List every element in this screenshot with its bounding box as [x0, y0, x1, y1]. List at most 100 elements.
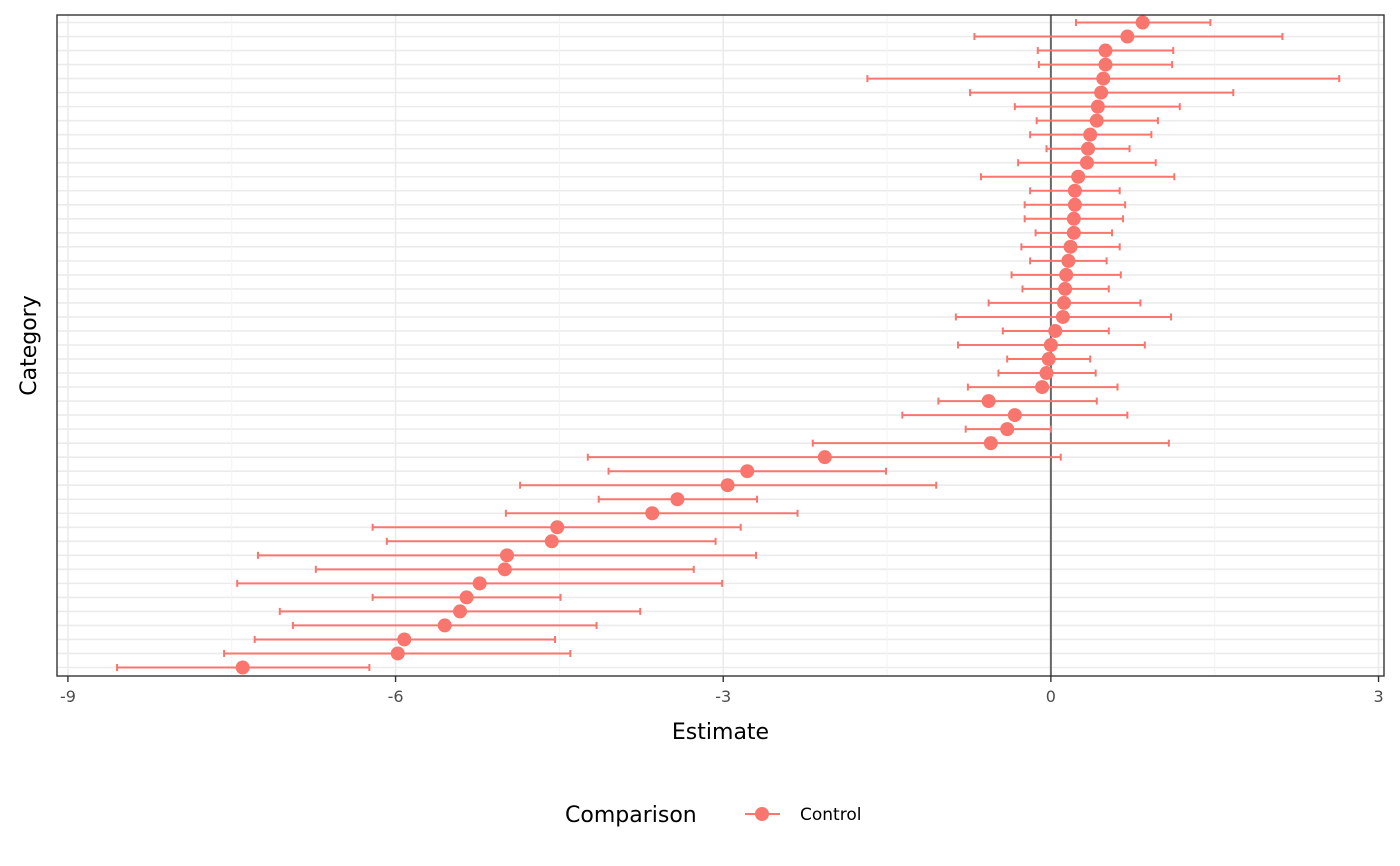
estimate-point: [1059, 267, 1074, 282]
data-row: [1075, 15, 1212, 30]
estimate-point: [459, 590, 474, 605]
data-row: [979, 169, 1176, 184]
data-row: [253, 632, 557, 647]
data-row: [1029, 183, 1121, 198]
data-row: [236, 576, 724, 591]
legend: Comparison Control: [565, 803, 861, 828]
data-row: [937, 394, 1098, 409]
estimate-point: [670, 492, 685, 507]
estimate-point: [1071, 169, 1086, 184]
estimate-point: [1048, 323, 1063, 338]
data-row: [987, 295, 1142, 310]
data-row: [866, 71, 1341, 86]
plot-panel-border: [56, 14, 1385, 677]
estimate-point: [1007, 408, 1022, 423]
data-row: [1013, 99, 1181, 114]
estimate-point: [983, 436, 998, 451]
estimate-point: [1094, 85, 1109, 100]
estimate-point: [1035, 380, 1050, 395]
data-row: [223, 646, 572, 661]
estimate-point: [1067, 197, 1082, 212]
estimate-point: [1066, 211, 1081, 226]
legend-key-point: [755, 807, 769, 821]
data-row: [1029, 253, 1108, 268]
estimate-point: [472, 576, 487, 591]
data-row: [385, 534, 717, 549]
data-row: [1023, 197, 1127, 212]
data-row: [966, 380, 1119, 395]
data-row: [901, 408, 1129, 423]
estimate-point: [1041, 352, 1056, 367]
data-row: [607, 464, 887, 479]
data-row: [811, 436, 1170, 451]
data-row: [969, 85, 1235, 100]
estimate-point: [499, 548, 514, 563]
data-row: [1036, 43, 1175, 58]
data-row: [1017, 155, 1157, 170]
estimate-point: [437, 618, 452, 633]
estimate-point: [1098, 57, 1113, 72]
estimate-point: [390, 646, 405, 661]
data-row: [1035, 113, 1159, 128]
estimate-point: [1055, 309, 1070, 324]
estimate-point: [1098, 43, 1113, 58]
data-row: [314, 562, 695, 577]
estimate-point: [1066, 225, 1081, 240]
data-row: [1045, 141, 1131, 156]
estimate-point: [1083, 127, 1098, 142]
estimate-point: [1079, 155, 1094, 170]
data-row: [957, 338, 1146, 352]
legend-label-control: Control: [800, 805, 861, 825]
data-row: [1001, 323, 1110, 338]
estimate-point: [1096, 71, 1111, 86]
data-row: [954, 309, 1173, 324]
x-tick-label: -9: [60, 687, 76, 706]
estimate-point: [1063, 239, 1078, 254]
estimate-point: [1090, 99, 1105, 114]
estimate-point: [1058, 281, 1073, 296]
data-row: [1006, 352, 1092, 367]
x-tick-label: -3: [715, 687, 731, 706]
estimate-point: [1081, 141, 1096, 156]
estimate-point: [1135, 15, 1150, 30]
estimate-point: [1043, 338, 1058, 352]
x-axis-ticks: -9 -6 -3 0 3: [60, 676, 1384, 706]
data-row: [1029, 127, 1153, 142]
data-row: [256, 548, 757, 563]
estimate-point: [1120, 29, 1135, 44]
estimate-point: [550, 520, 565, 535]
data-row: [1020, 239, 1121, 254]
estimate-point: [817, 450, 832, 465]
estimate-point: [1056, 295, 1071, 310]
estimate-point: [544, 534, 559, 549]
x-tick-label: 3: [1373, 687, 1383, 706]
estimate-point: [397, 632, 412, 647]
data-row: [1037, 57, 1174, 72]
estimate-point: [981, 394, 996, 409]
x-tick-label: 0: [1046, 687, 1056, 706]
data-row: [597, 492, 759, 507]
estimate-point: [740, 464, 755, 479]
estimate-point: [1039, 366, 1054, 381]
estimate-point: [645, 506, 660, 521]
data-row: [997, 366, 1097, 381]
data-row: [371, 590, 562, 605]
y-axis-title: Category: [17, 295, 42, 396]
error-bar-series: [116, 15, 1341, 675]
estimate-point: [1067, 183, 1082, 198]
data-row: [504, 506, 799, 521]
data-row: [964, 422, 1052, 437]
data-row: [973, 29, 1284, 44]
data-row: [291, 618, 598, 633]
estimate-point: [1000, 422, 1015, 437]
data-row: [371, 520, 742, 535]
major-gridlines-y: [57, 21, 1384, 669]
data-row: [519, 478, 938, 493]
x-tick-label: -6: [388, 687, 404, 706]
data-row: [1034, 225, 1114, 240]
data-row: [1023, 211, 1124, 226]
data-row: [586, 450, 1062, 465]
estimate-point: [235, 660, 250, 675]
data-row: [1010, 267, 1122, 282]
